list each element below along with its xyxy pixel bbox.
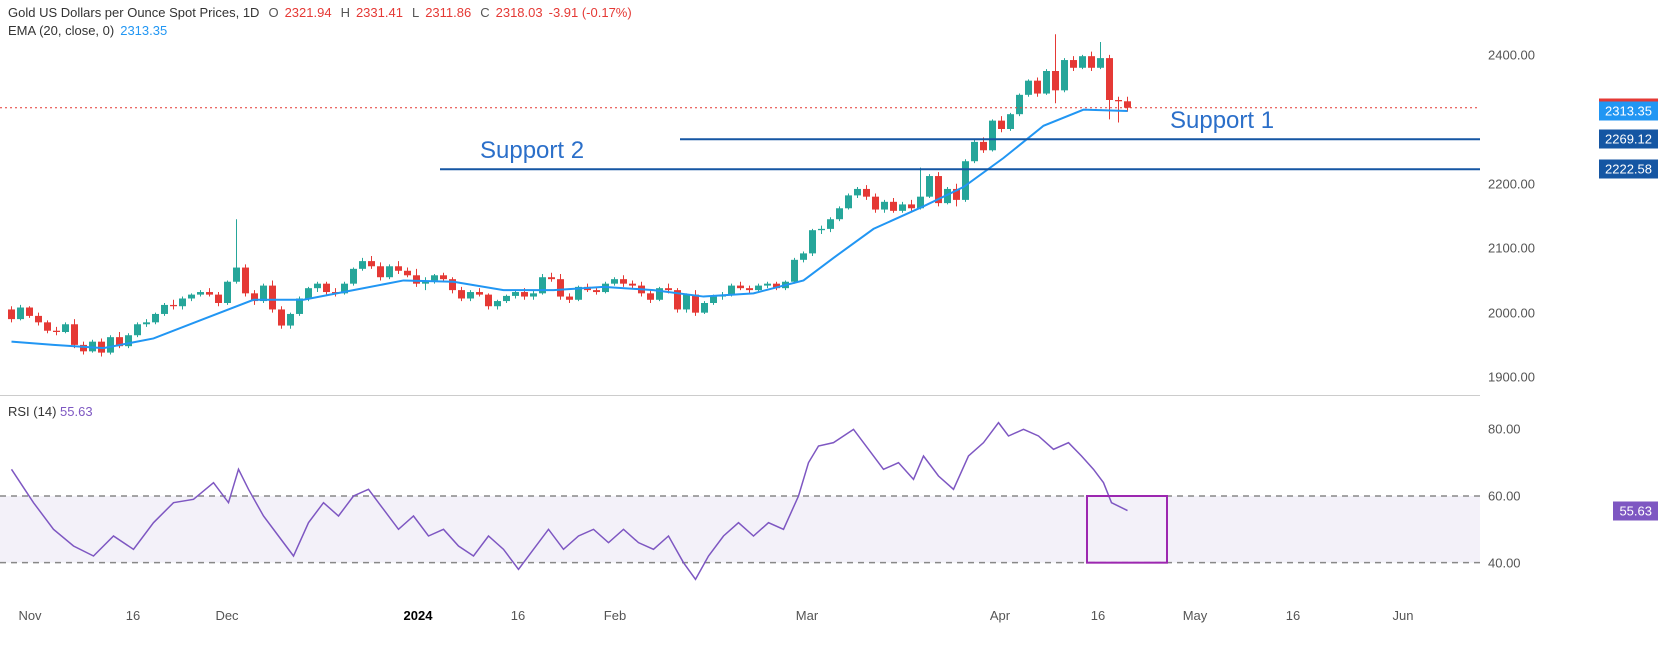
x-tick-label: 16: [511, 608, 525, 623]
price-axis-label: 2269.12: [1599, 130, 1658, 149]
rsi-chart-panel[interactable]: RSI (14) 55.63 40.0080.0060.00 55.63: [0, 395, 1480, 595]
y-tick-label: 2100.00: [1488, 241, 1535, 256]
x-tick-label: Dec: [215, 608, 238, 623]
symbol-title: Gold US Dollars per Ounce Spot Prices, 1…: [8, 5, 259, 20]
ema-label: EMA (20, close, 0): [8, 23, 114, 38]
x-tick-label: Nov: [18, 608, 41, 623]
y-tick-label: 2200.00: [1488, 176, 1535, 191]
x-tick-label: Mar: [796, 608, 818, 623]
x-axis: Nov 16 Dec 2024 16 Feb Mar Apr 16 May 16 Jun: [0, 600, 1480, 630]
rsi-y-axis: 40.00 80.00 60.00: [1480, 396, 1658, 595]
x-tick-label: Feb: [604, 608, 626, 623]
x-tick-label: Jun: [1393, 608, 1414, 623]
y-tick-label: 1900.00: [1488, 370, 1535, 385]
price-axis-label: 2313.35: [1599, 101, 1658, 120]
price-axis-label: 2222.58: [1599, 160, 1658, 179]
x-tick-label: 16: [1091, 608, 1105, 623]
y-tick-label: 80.00: [1488, 422, 1521, 437]
close-value: 2318.03: [496, 5, 543, 20]
high-label: H: [341, 5, 350, 20]
open-value: 2321.94: [285, 5, 332, 20]
x-tick-label: 2024: [404, 608, 433, 623]
y-tick-label: 2000.00: [1488, 305, 1535, 320]
open-label: O: [268, 5, 278, 20]
y-tick-label: 60.00: [1488, 489, 1521, 504]
rsi-axis-label: 55.63: [1613, 501, 1658, 520]
annotation-label: Support 2: [480, 137, 584, 165]
close-label: C: [480, 5, 489, 20]
low-label: L: [412, 5, 419, 20]
x-tick-label: 16: [1286, 608, 1300, 623]
price-y-axis: 1900.00 2000.00 2100.00 2200.00 2400.00: [1480, 42, 1658, 390]
y-tick-label: 40.00: [1488, 555, 1521, 570]
chart-header: Gold US Dollars per Ounce Spot Prices, 1…: [8, 5, 632, 41]
high-value: 2331.41: [356, 5, 403, 20]
price-chart-panel[interactable]: 1900.002000.002100.002200.002400.00 Supp…: [0, 42, 1480, 390]
change-value: -3.91 (-0.17%): [549, 5, 632, 20]
low-value: 2311.86: [425, 5, 471, 20]
ema-value: 2313.35: [120, 23, 167, 38]
x-tick-label: Apr: [990, 608, 1010, 623]
x-tick-label: 16: [126, 608, 140, 623]
x-tick-label: May: [1183, 608, 1208, 623]
y-tick-label: 2400.00: [1488, 47, 1535, 62]
annotation-label: Support 1: [1170, 107, 1274, 135]
